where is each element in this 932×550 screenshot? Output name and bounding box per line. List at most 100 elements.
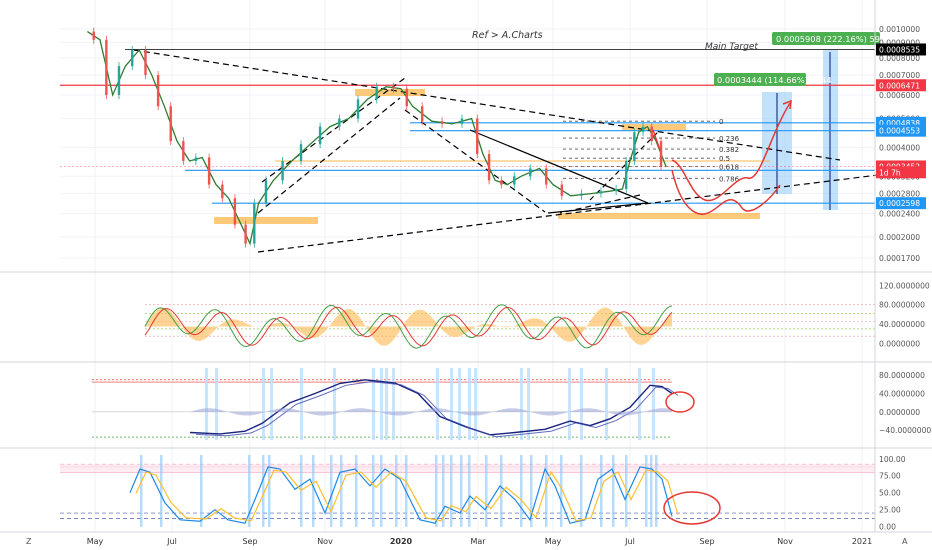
indicator-3-highlight <box>380 455 383 527</box>
candle-body <box>264 180 268 204</box>
candle-body <box>156 75 160 107</box>
ellipse-indicator-2 <box>665 391 695 413</box>
price-tick-label: 0.0007000 <box>879 71 920 80</box>
time-tick-label: 2021 <box>852 537 872 546</box>
ellipse-indicator-3 <box>663 491 721 525</box>
indicator-1-area <box>145 307 672 346</box>
price-series <box>87 27 667 248</box>
fib-label: 0.618 <box>719 164 739 172</box>
indicator-pane-1[interactable]: 120.0000000 80.0000000 40.0000000 0.0000000 <box>144 281 930 349</box>
candle-body <box>500 180 503 185</box>
trendlines <box>133 49 879 253</box>
orange-zone-top <box>355 89 425 96</box>
indicator-tick-label: −40.0000000 <box>879 426 931 435</box>
candle-body <box>659 141 663 167</box>
triangle-upper <box>469 129 649 204</box>
indicator-2-highlight <box>300 368 303 440</box>
price-tag: 0.0008535 <box>879 45 920 54</box>
candle-body <box>299 144 303 162</box>
indicator-3-highlight <box>645 455 648 527</box>
indicator-3-highlight <box>200 455 203 527</box>
indicator-3-highlight <box>650 455 653 527</box>
indicator-3-highlight <box>372 455 375 527</box>
indicator-2-highlight <box>262 368 265 440</box>
indicator-3-highlight <box>460 455 463 527</box>
indicator-2-highlight <box>205 368 208 440</box>
candle-body <box>476 118 479 155</box>
indicator-3-k-line <box>129 466 673 524</box>
candle-body <box>318 126 322 145</box>
corner-label-left[interactable]: Z <box>26 537 32 546</box>
indicator-2-highlight <box>474 368 477 440</box>
candle-body <box>338 118 341 127</box>
candle-body <box>599 191 603 194</box>
indicator-3-highlight <box>355 455 358 527</box>
indicator-tick-label: 120.0000000 <box>879 281 930 290</box>
indicator-3-highlight <box>612 455 615 527</box>
time-tick-label: Mar <box>470 537 486 546</box>
indicator-3-highlight <box>262 455 265 527</box>
candle-body <box>281 161 284 181</box>
indicator-3-highlight <box>442 455 445 527</box>
indicator-3-highlight <box>312 455 315 527</box>
indicator-3-highlight <box>300 455 303 527</box>
candle-body <box>253 203 256 244</box>
candle-body <box>356 99 360 119</box>
breakout-dashed <box>589 129 661 201</box>
indicator-tick-label: 100.00 <box>879 455 906 464</box>
indicator-3-highlight <box>655 455 658 527</box>
indicator-tick-label: 50.00 <box>879 489 901 498</box>
main-target-annotation: Main Target <box>705 42 758 52</box>
corner-label-right[interactable]: A <box>902 537 908 546</box>
indicator-3-overbought-zone <box>60 464 875 473</box>
measure-label-1: 0.0003444 (114.66%) 3444 <box>717 75 832 85</box>
candle-body <box>144 50 147 76</box>
indicator-2-highlight <box>215 368 218 440</box>
candle-body <box>244 224 247 244</box>
time-tick-label: May <box>87 537 104 546</box>
price-tag-bg <box>876 43 926 56</box>
price-horizontal-grid <box>60 28 875 259</box>
time-tick-label: 2020 <box>390 537 413 546</box>
time-tick-label: Sep <box>242 537 257 546</box>
candle-body <box>633 132 636 162</box>
indicator-3-highlight <box>625 455 628 527</box>
candle-body <box>560 184 564 196</box>
indicator-3-highlight <box>450 455 453 527</box>
indicator-1-line-red <box>144 306 673 347</box>
candle-body <box>545 168 548 185</box>
indicator-2-histogram <box>190 408 672 416</box>
indicator-pane-2[interactable]: 80.0000000 40.0000000 0.0000000 −40.0000000 <box>92 368 931 440</box>
price-axis[interactable]: 0.00100000.00090000.00080000.00070000.00… <box>879 25 920 263</box>
measure-label-bg-2 <box>772 32 880 45</box>
fib-label: 0.5 <box>719 155 730 163</box>
candle-body <box>233 198 237 225</box>
indicator-2-highlight <box>380 368 383 440</box>
price-tag-bg <box>876 166 926 179</box>
triangle-lower <box>547 202 649 214</box>
time-axis[interactable]: May Jul Sep Nov 2020 Mar May Jul Sep Nov 2021 <box>87 537 872 546</box>
orange-zone-left <box>214 217 318 224</box>
price-tag-bg <box>876 197 926 210</box>
down-channel-2 <box>559 194 641 214</box>
projection-path-2 <box>671 169 781 215</box>
indicator-1-line-green <box>144 304 673 349</box>
indicator-3-highlight <box>330 455 333 527</box>
indicator-2-highlight <box>333 368 336 440</box>
time-tick-label: Sep <box>699 537 714 546</box>
indicator-2-highlight <box>372 368 375 440</box>
measure-label-bg-1 <box>714 73 806 86</box>
indicator-2-highlight <box>580 368 583 440</box>
price-tag: 0.0006471 <box>879 81 920 90</box>
indicator-3-highlight <box>468 455 471 527</box>
indicator-3-highlight <box>530 455 533 527</box>
price-tick-label: 0.0010000 <box>879 25 920 34</box>
indicator-pane-3[interactable]: 100.00 75.00 50.00 25.00 0.00 <box>60 455 906 532</box>
price-tag: 1d 7h <box>879 168 901 177</box>
price-tag: 0.0004838 <box>879 119 920 128</box>
price-tick-label: 0.0009000 <box>879 39 920 48</box>
price-tag-bg <box>876 124 926 137</box>
